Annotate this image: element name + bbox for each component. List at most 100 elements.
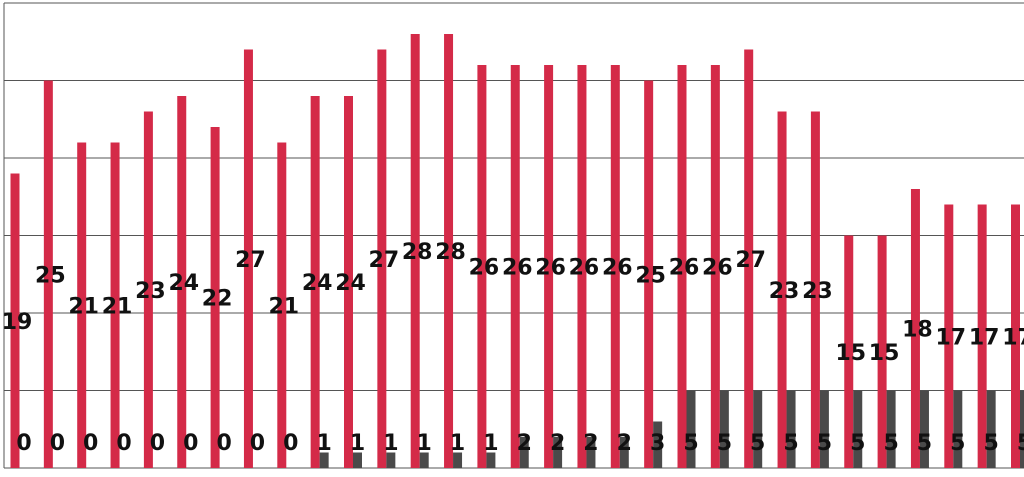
label-a-16: 26 [535, 256, 566, 281]
label-b-4: 0 [150, 431, 165, 456]
bar-b-19 [653, 421, 663, 468]
bar-a-25 [844, 235, 854, 468]
bar-a-26 [877, 235, 887, 468]
bar-a-12 [410, 34, 420, 468]
label-a-14: 26 [469, 256, 500, 281]
bar-b-15 [519, 437, 529, 468]
bar-a-13 [444, 34, 454, 468]
bar-b-14 [486, 452, 496, 468]
label-b-24: 5 [817, 431, 832, 456]
bar-b-13 [453, 452, 463, 468]
bar-b-29 [986, 390, 996, 468]
bar-a-14 [477, 65, 487, 468]
label-b-1: 0 [50, 431, 65, 456]
bar-b-25 [853, 390, 863, 468]
label-a-28: 17 [935, 325, 966, 350]
label-a-20: 26 [669, 256, 700, 281]
bar-b-27 [919, 390, 929, 468]
label-b-18: 2 [617, 431, 632, 456]
bar-b-20 [686, 390, 696, 468]
label-a-6: 22 [202, 287, 233, 312]
label-a-27: 18 [902, 318, 933, 343]
label-b-12: 1 [417, 431, 432, 456]
bar-a-7 [243, 49, 253, 468]
label-b-25: 5 [850, 431, 865, 456]
label-a-19: 25 [635, 263, 666, 288]
label-a-29: 17 [969, 325, 1000, 350]
bar-a-5 [177, 96, 187, 468]
label-a-13: 28 [435, 240, 466, 265]
label-a-17: 26 [569, 256, 600, 281]
bar-b-21 [719, 390, 729, 468]
label-a-4: 23 [135, 279, 166, 304]
label-b-11: 1 [383, 431, 398, 456]
bar-b-26 [886, 390, 896, 468]
bar-a-4 [143, 111, 153, 468]
bar-a-10 [344, 96, 353, 468]
label-b-0: 0 [16, 431, 31, 456]
bar-a-11 [377, 49, 387, 468]
label-b-29: 5 [983, 431, 998, 456]
bar-a-1 [43, 80, 53, 468]
bar-a-8 [277, 142, 287, 468]
label-b-21: 5 [717, 431, 732, 456]
bar-a-3 [110, 142, 120, 468]
label-b-30: 5 [1017, 431, 1024, 456]
bar-a-18 [610, 65, 620, 468]
label-b-3: 0 [116, 431, 131, 456]
bar-b-18 [619, 437, 629, 468]
label-b-6: 0 [216, 431, 231, 456]
label-a-25: 15 [835, 341, 866, 366]
label-b-19: 3 [650, 431, 665, 456]
label-b-27: 5 [917, 431, 932, 456]
bar-b-30 [1020, 390, 1024, 468]
bar-b-28 [953, 390, 963, 468]
label-b-28: 5 [950, 431, 965, 456]
label-b-7: 0 [250, 431, 265, 456]
bar-b-12 [419, 452, 429, 468]
bar-a-2 [77, 142, 87, 468]
label-a-9: 24 [302, 271, 333, 296]
label-a-10: 24 [335, 271, 366, 296]
label-b-16: 2 [550, 431, 565, 456]
label-b-13: 1 [450, 431, 465, 456]
bar-a-6 [210, 127, 220, 468]
label-a-8: 21 [268, 294, 299, 319]
label-b-20: 5 [683, 431, 698, 456]
bar-a-27 [910, 189, 920, 468]
bars [10, 34, 1024, 468]
bar-a-19 [644, 80, 654, 468]
bar-b-22 [753, 390, 763, 468]
label-b-14: 1 [483, 431, 498, 456]
bar-a-21 [710, 65, 720, 468]
bar-a-22 [744, 49, 754, 468]
bar-a-29 [977, 204, 987, 468]
label-b-9: 1 [316, 431, 331, 456]
label-b-5: 0 [183, 431, 198, 456]
bar-b-9 [319, 452, 329, 468]
label-a-11: 27 [369, 248, 400, 273]
label-a-7: 27 [235, 248, 266, 273]
bar-a-23 [777, 111, 787, 468]
bar-a-15 [510, 65, 520, 468]
bar-b-10 [353, 452, 362, 468]
label-a-1: 25 [35, 263, 66, 288]
label-b-15: 2 [517, 431, 532, 456]
bar-a-9 [310, 96, 320, 468]
label-b-10: 1 [350, 431, 365, 456]
label-b-17: 2 [583, 431, 598, 456]
bar-a-0 [10, 173, 20, 468]
bar-a-30 [1011, 204, 1020, 468]
label-a-2: 21 [68, 294, 99, 319]
label-a-24: 23 [802, 279, 833, 304]
value-labels: 1902502102102302402202702102412412712812… [2, 240, 1024, 456]
label-a-22: 27 [735, 248, 766, 273]
label-a-21: 26 [702, 256, 733, 281]
label-b-22: 5 [750, 431, 765, 456]
label-b-26: 5 [883, 431, 898, 456]
bar-a-28 [944, 204, 954, 468]
label-a-30: 17 [1002, 325, 1024, 350]
bar-b-24 [819, 390, 829, 468]
